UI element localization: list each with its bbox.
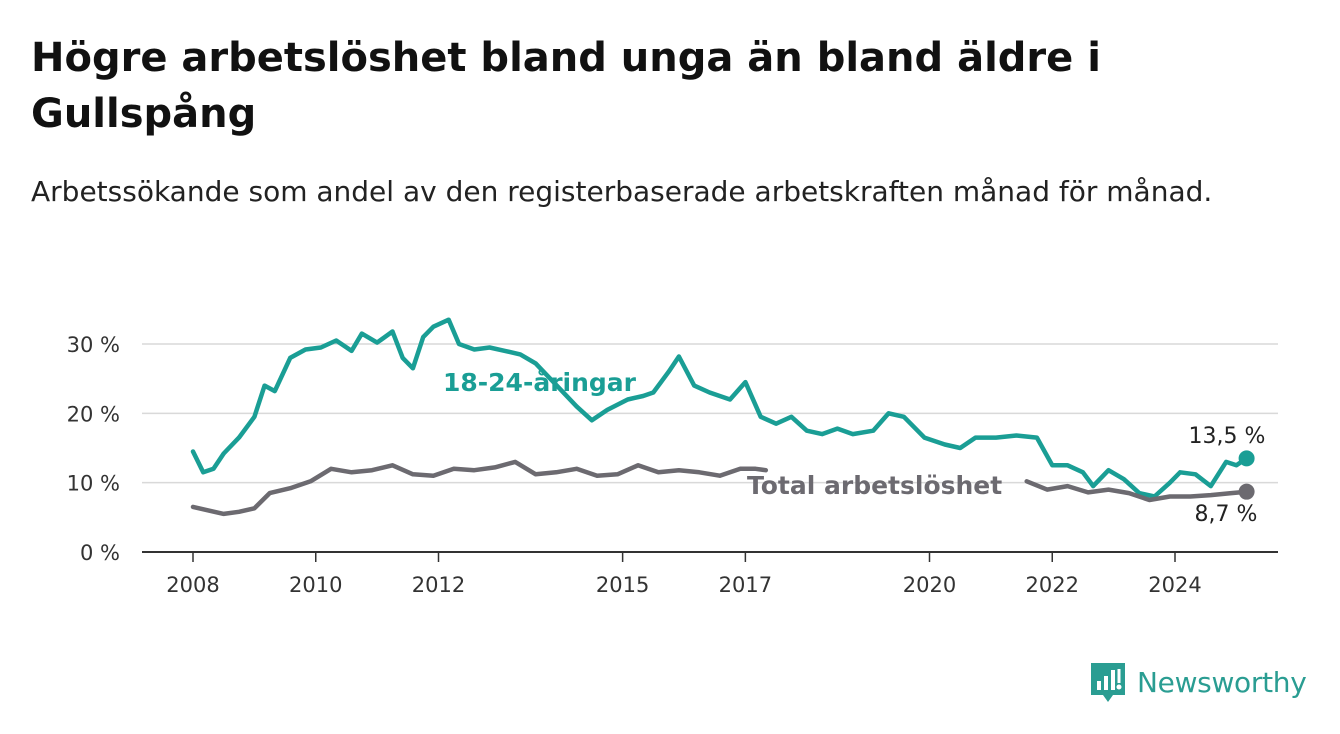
- series-end-label: 13,5 %: [1189, 424, 1266, 449]
- grid-lines: [142, 343, 1278, 484]
- series-name-label: Total arbetslöshet: [747, 471, 1002, 500]
- x-tick-label: 2010: [289, 573, 342, 597]
- y-tick-label: 0 %: [80, 541, 120, 565]
- x-tick-label: 2012: [412, 573, 465, 597]
- y-tick-label: 10 %: [67, 472, 120, 496]
- brand-name: Newsworthy: [1137, 665, 1307, 699]
- chart-title: Högre arbetslöshet bland unga än bland ä…: [31, 35, 1101, 137]
- newsworthy-logo-icon: [1091, 663, 1125, 702]
- series-line: [190, 459, 769, 517]
- series-end-label: 8,7 %: [1195, 502, 1258, 527]
- chart-subtitle: Arbetssökande som andel av den registerb…: [31, 175, 1213, 208]
- series-end-dot: [1238, 483, 1255, 500]
- series-line: [1024, 479, 1249, 503]
- x-tick-label: 2017: [719, 573, 772, 597]
- y-axis-ticks: 0 % 10 % 20 % 30 %: [67, 333, 120, 565]
- y-tick-label: 30 %: [67, 333, 120, 357]
- y-tick-label: 20 %: [67, 402, 120, 426]
- newsworthy-brand: Newsworthy: [1089, 660, 1307, 704]
- series-end-dot: [1238, 450, 1255, 467]
- series-lines: [190, 317, 1255, 517]
- x-tick-label: 2020: [903, 573, 956, 597]
- x-tick-label: 2022: [1026, 573, 1079, 597]
- series-name-label: 18-24-åringar: [443, 368, 637, 397]
- x-tick-label: 2024: [1148, 573, 1201, 597]
- x-tick-label: 2015: [596, 573, 649, 597]
- series-labels: 18-24-åringar 13,5 % Total arbetslöshet 8,7…: [443, 368, 1265, 527]
- series-line: [190, 317, 1249, 499]
- x-tick-label: 2008: [166, 573, 219, 597]
- x-axis-ticks: 2008 2010 2012 2015 2017 2020 2022 2024: [166, 552, 1202, 597]
